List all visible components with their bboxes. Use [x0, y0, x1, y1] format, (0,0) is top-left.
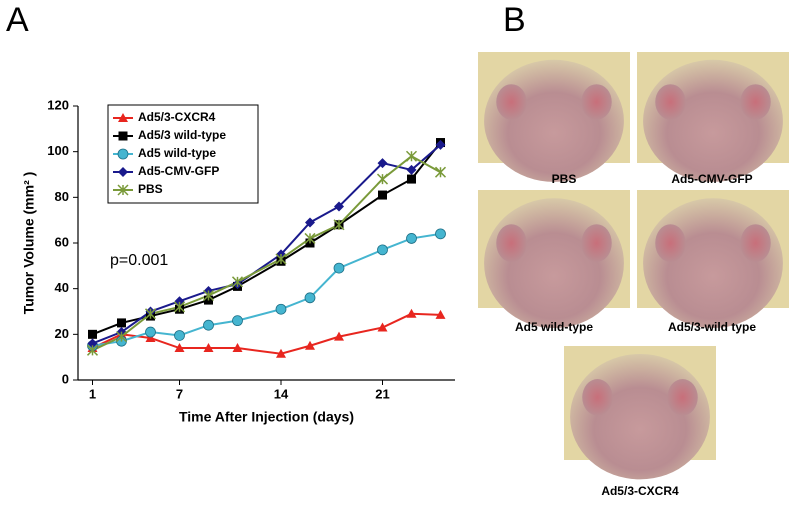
marker: [117, 184, 129, 196]
photo-tumor: [496, 224, 527, 262]
legend-label: Ad5-CMV-GFP: [138, 164, 219, 178]
marker: [87, 338, 98, 349]
annotation: p=0.001: [110, 252, 168, 269]
marker: [376, 173, 389, 185]
photo-tumor: [667, 379, 698, 416]
marker: [334, 201, 344, 212]
photo-caption: PBS: [552, 172, 577, 186]
marker: [174, 330, 185, 341]
marker: [173, 301, 186, 313]
y-tick-label: 40: [55, 280, 69, 295]
photo-tumor: [496, 84, 527, 120]
marker: [406, 233, 417, 244]
marker: [305, 217, 315, 228]
marker: [405, 150, 418, 162]
photo-caption: Ad5-CMV-GFP: [671, 172, 752, 186]
marker: [231, 276, 244, 288]
marker: [275, 303, 287, 315]
series-line: [92, 232, 441, 347]
x-tick-label: 1: [89, 386, 96, 401]
marker: [406, 164, 417, 175]
marker: [232, 343, 243, 353]
marker: [118, 131, 128, 141]
marker: [377, 158, 388, 169]
marker: [276, 348, 286, 358]
photo-tumor: [740, 224, 771, 262]
marker: [305, 340, 315, 350]
y-tick-label: 60: [55, 234, 69, 249]
marker: [145, 326, 156, 338]
photo-skin: [643, 59, 783, 182]
marker: [145, 332, 156, 342]
photo-skin: [484, 59, 624, 182]
marker: [333, 262, 345, 274]
panel-label: B: [503, 1, 526, 39]
marker: [378, 190, 387, 200]
marker: [434, 166, 447, 178]
marker: [275, 253, 287, 265]
y-tick-label: 100: [47, 143, 69, 158]
photo-tumor: [655, 224, 686, 262]
x-tick-label: 14: [274, 386, 289, 401]
marker: [304, 232, 316, 244]
photo-skin: [570, 353, 710, 480]
photo-tumor: [581, 224, 612, 262]
photo-tumor: [581, 84, 612, 120]
marker: [407, 174, 416, 184]
series-line: [92, 312, 441, 355]
photo-tumor: [655, 84, 686, 120]
y-tick-label: 0: [62, 371, 69, 386]
x-axis-title: Time After Injection (days): [179, 409, 354, 425]
marker: [304, 292, 316, 304]
marker: [118, 167, 128, 177]
marker: [232, 315, 243, 327]
panel-label: A: [6, 1, 29, 39]
series-line: [92, 144, 442, 345]
y-tick-label: 80: [55, 189, 69, 204]
marker: [333, 219, 345, 231]
x-tick-label: 21: [375, 386, 389, 401]
photo-caption: Ad5/3-wild type: [668, 320, 756, 334]
photo-caption: Ad5 wild-type: [515, 320, 593, 334]
marker: [435, 228, 446, 240]
marker: [377, 322, 388, 332]
photo-tumor: [740, 84, 771, 120]
marker: [115, 331, 128, 343]
y-axis-title: Tumor Volume (mm² ): [21, 172, 37, 315]
marker: [435, 139, 446, 150]
marker: [377, 244, 388, 256]
legend-label: Ad5/3-CXCR4: [138, 110, 216, 124]
y-tick-label: 20: [55, 326, 69, 341]
marker: [117, 318, 126, 328]
legend-label: PBS: [138, 182, 163, 196]
marker: [144, 308, 157, 320]
y-tick-label: 120: [47, 97, 69, 112]
marker: [202, 289, 215, 302]
marker: [117, 148, 129, 160]
photo-skin: [484, 198, 624, 329]
marker: [203, 319, 214, 331]
marker: [174, 343, 185, 353]
photo-skin: [643, 198, 783, 329]
marker: [88, 329, 97, 339]
marker: [86, 344, 99, 356]
marker: [118, 113, 128, 122]
marker: [334, 331, 344, 341]
marker: [203, 343, 214, 353]
marker: [435, 309, 446, 319]
legend-label: Ad5 wild-type: [138, 146, 216, 160]
legend-label: Ad5/3 wild-type: [138, 128, 226, 142]
photo-tumor: [582, 379, 613, 416]
photo-caption: Ad5/3-CXCR4: [601, 484, 679, 498]
marker: [406, 308, 417, 318]
x-tick-label: 7: [176, 386, 183, 401]
